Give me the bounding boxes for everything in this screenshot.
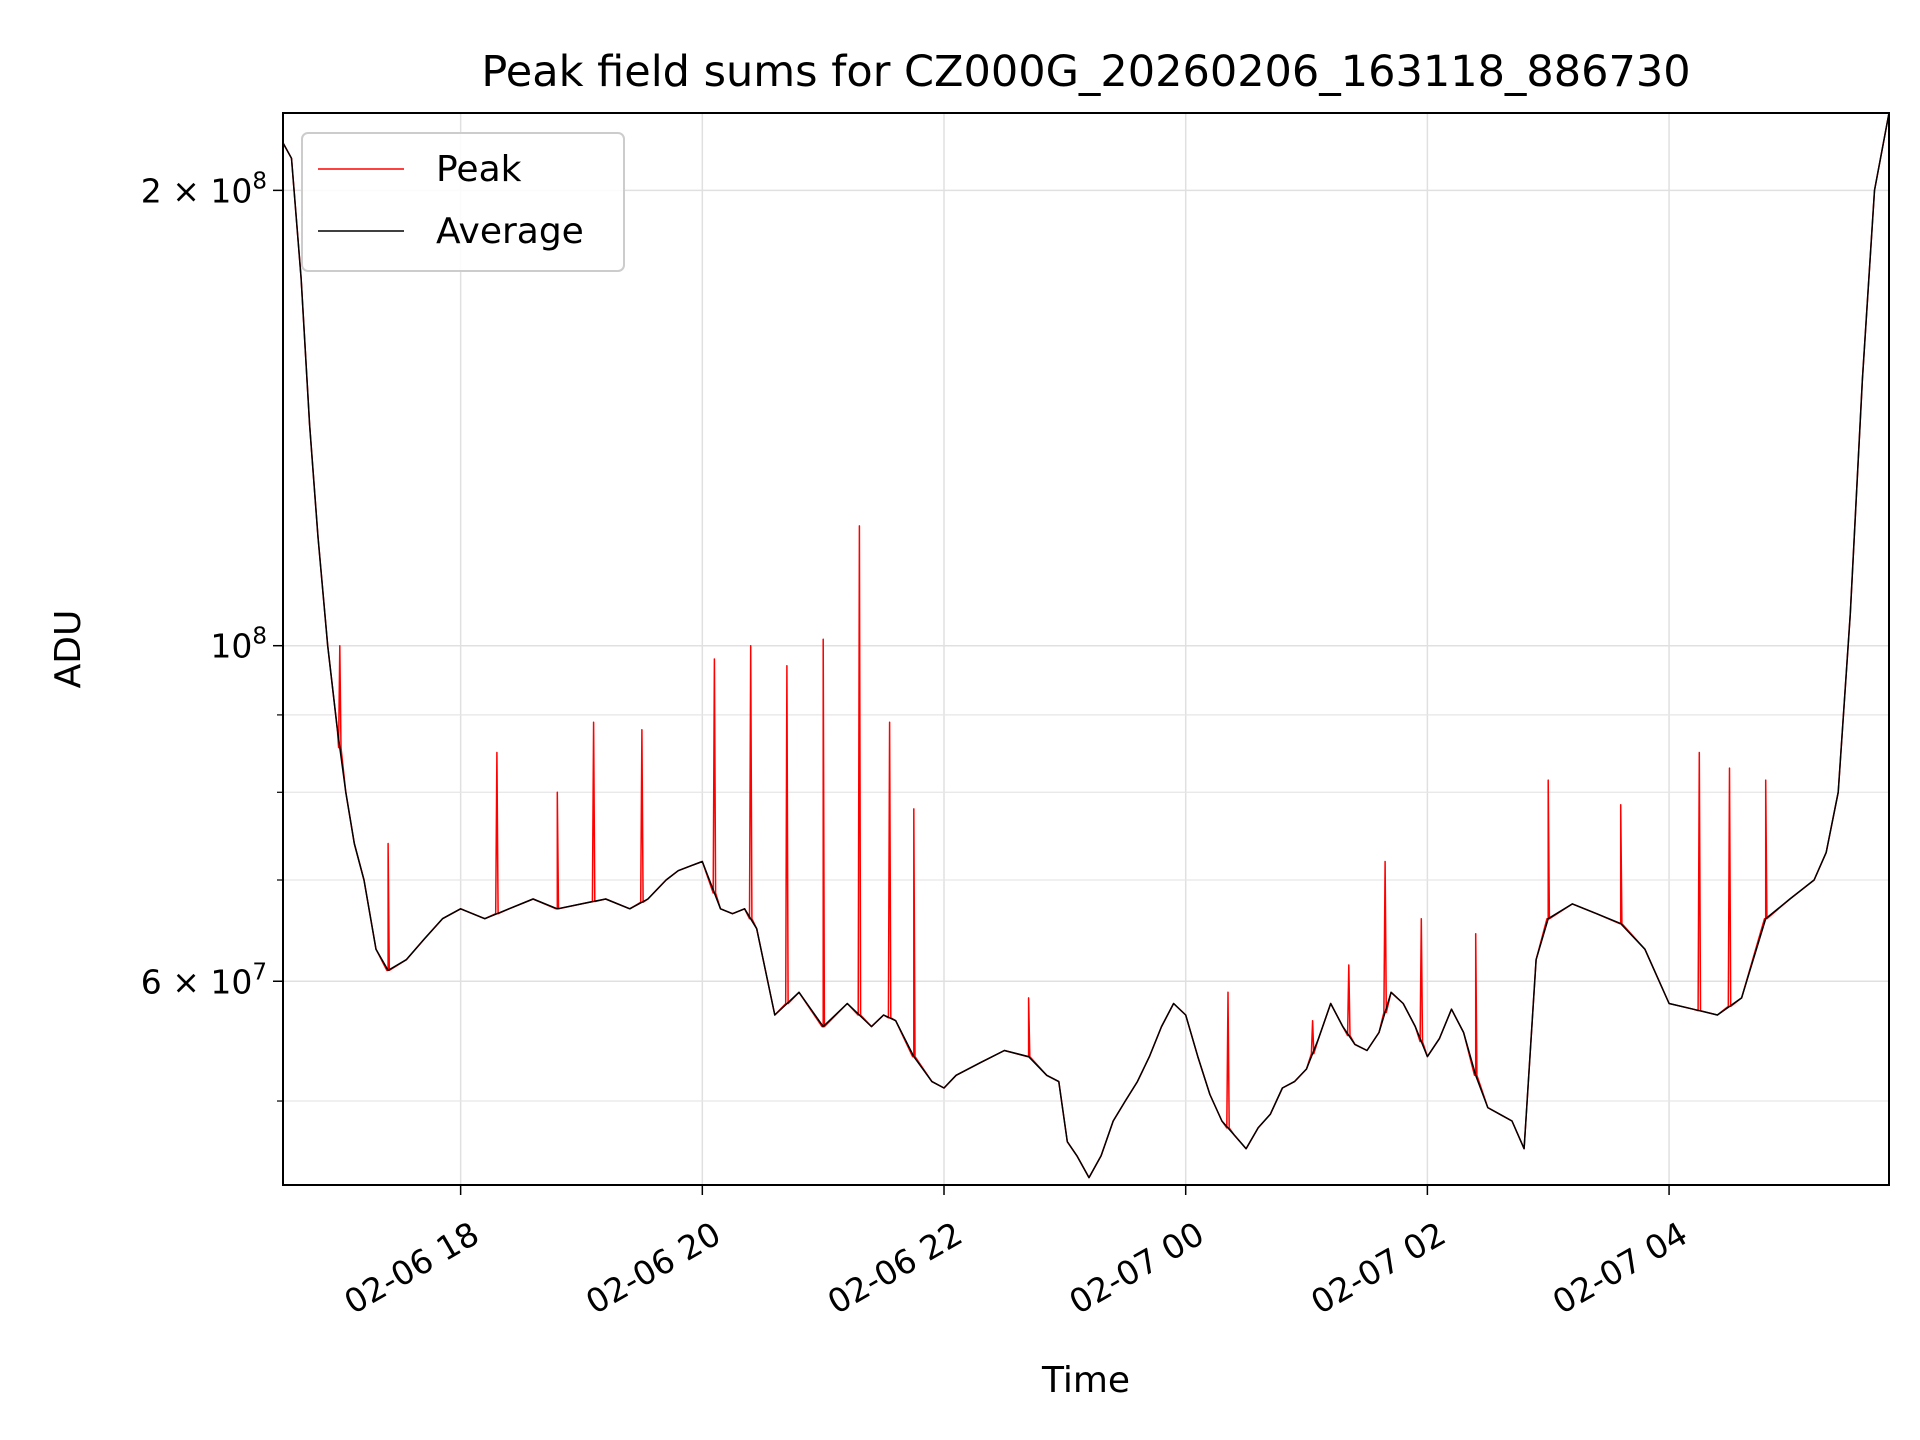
y-axis-title: ADU bbox=[48, 610, 89, 689]
legend-box bbox=[301, 132, 625, 272]
x-axis-title: Time bbox=[1041, 1360, 1130, 1401]
y-tick-label: 6 × 107 bbox=[141, 959, 267, 1001]
legend: Peak Average bbox=[301, 132, 625, 272]
y-tick-label: 2 × 108 bbox=[141, 168, 267, 210]
series-average bbox=[282, 112, 1890, 1179]
average-line bbox=[282, 112, 1890, 1179]
chart-title: Peak field sums for CZ000G_20260206_1631… bbox=[481, 47, 1690, 97]
legend-average-label: Average bbox=[436, 211, 584, 252]
legend-peak-label: Peak bbox=[436, 149, 522, 190]
plot-frame bbox=[282, 112, 1890, 1186]
y-tick-label: 108 bbox=[210, 624, 267, 666]
grid-lines bbox=[283, 113, 1889, 1185]
y-axis: 6 × 107 108 2 × 108 bbox=[141, 168, 283, 1102]
